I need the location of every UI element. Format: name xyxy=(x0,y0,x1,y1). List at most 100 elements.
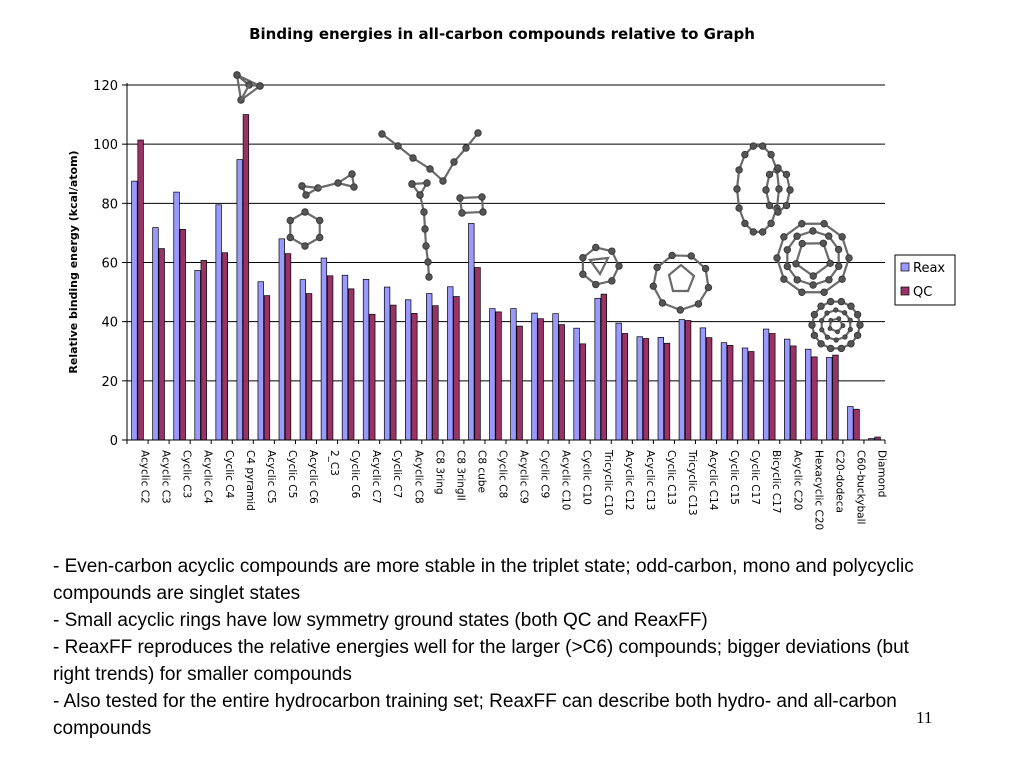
x-category-label: Cyclic C10 xyxy=(581,450,593,505)
y-tick-label: 100 xyxy=(93,138,118,153)
bar-reax-23 xyxy=(615,322,622,441)
bar-qc-5 xyxy=(242,114,250,441)
bar-qc-6 xyxy=(263,295,271,441)
bar-reax-31 xyxy=(783,338,791,441)
bar-reax-11 xyxy=(362,279,370,441)
chart-title: Binding energies in all-carbon compounds… xyxy=(249,25,755,43)
x-category-label: Diamond xyxy=(875,450,887,497)
bar-qc-33 xyxy=(832,354,839,441)
x-category-label: Acyclic C10 xyxy=(560,450,572,510)
y-axis-label: Relative binding energy (kcal/atom) xyxy=(67,150,80,373)
x-category-label: Acyclic C4 xyxy=(202,450,214,504)
bar-qc-16 xyxy=(474,267,481,441)
bar-reax-19 xyxy=(531,312,538,441)
bars xyxy=(131,114,881,441)
y-tick-label: 20 xyxy=(101,375,118,390)
bar-reax-18 xyxy=(510,308,517,441)
bar-qc-22 xyxy=(600,293,607,441)
x-category-label: Hexacyclic C20 xyxy=(812,450,824,530)
x-category-label: C60-buckyball xyxy=(854,450,866,524)
bar-qc-14 xyxy=(432,305,439,441)
bar-qc-23 xyxy=(621,333,629,441)
bar-qc-32 xyxy=(811,356,818,441)
bar-reax-9 xyxy=(320,257,328,441)
x-category-label: Cyclic C4 xyxy=(223,450,235,499)
bar-qc-7 xyxy=(284,253,292,441)
bar-qc-31 xyxy=(790,345,797,441)
bar-qc-3 xyxy=(200,260,207,441)
bar-chart: Binding energies in all-carbon compounds… xyxy=(67,25,956,530)
bar-qc-15 xyxy=(453,296,460,441)
bar-reax-1 xyxy=(152,227,159,441)
x-category-label: C8 3ring xyxy=(433,450,445,495)
bar-qc-24 xyxy=(642,338,650,441)
legend-label: Reax xyxy=(913,261,945,276)
legend: Reax QC xyxy=(894,254,956,306)
bar-reax-0 xyxy=(131,180,138,441)
x-category-label: Cyclic C8 xyxy=(496,450,508,498)
x-category-label: 2_C3 xyxy=(328,450,340,476)
x-category-label: Acyclic C3 xyxy=(160,450,172,504)
legend-label: QC xyxy=(913,285,932,300)
bar-reax-34 xyxy=(847,406,854,441)
bar-reax-5 xyxy=(236,159,243,441)
y-tick-label: 0 xyxy=(110,434,118,449)
x-category-label: Cyclic C7 xyxy=(391,450,403,498)
bar-qc-30 xyxy=(769,333,776,441)
bar-reax-10 xyxy=(341,274,349,441)
bar-qc-19 xyxy=(537,318,544,441)
x-category-label: Acyclic C13 xyxy=(644,450,656,510)
y-tick-label: 60 xyxy=(101,257,118,272)
bar-reax-17 xyxy=(489,308,496,441)
x-category-label: C4 pyramid xyxy=(244,450,256,511)
x-category-label: C8 cube xyxy=(475,450,487,493)
bar-qc-18 xyxy=(516,325,523,441)
bar-qc-13 xyxy=(411,313,418,441)
bar-qc-26 xyxy=(684,320,692,441)
x-category-label: Cyclic C13 xyxy=(665,450,677,505)
note-line: - Small acyclic rings have low symmetry … xyxy=(53,610,708,631)
bar-reax-6 xyxy=(257,281,264,441)
bar-reax-4 xyxy=(215,204,222,441)
chart-container: Binding energies in all-carbon compounds… xyxy=(67,25,956,530)
bar-reax-3 xyxy=(194,270,201,441)
x-category-label: Cyclic C9 xyxy=(539,450,551,498)
x-category-label: Acyclic C20 xyxy=(791,450,803,510)
x-category-label: Acyclic C5 xyxy=(265,450,277,504)
axes xyxy=(126,83,886,444)
x-category-label: C20-dodeca xyxy=(833,450,845,513)
bar-qc-0 xyxy=(137,139,144,441)
bar-reax-16 xyxy=(468,223,475,441)
legend-swatch xyxy=(900,286,910,296)
x-category-label: Acyclic C7 xyxy=(370,450,382,504)
bar-reax-22 xyxy=(594,297,601,441)
bar-reax-33 xyxy=(826,357,833,441)
bar-reax-26 xyxy=(678,319,686,441)
x-category-label: Cyclic C6 xyxy=(349,450,361,499)
x-category-label: Acyclic C14 xyxy=(707,450,719,511)
bar-qc-4 xyxy=(221,252,229,441)
molecule-drawings xyxy=(233,71,864,353)
bar-qc-20 xyxy=(558,324,565,441)
bar-reax-28 xyxy=(720,342,728,441)
bar-qc-10 xyxy=(348,288,355,441)
bar-qc-9 xyxy=(326,275,334,441)
x-category-label: Acyclic C8 xyxy=(412,450,424,504)
x-category-label: Acyclic C9 xyxy=(518,450,530,504)
bar-qc-27 xyxy=(705,337,713,441)
bar-reax-25 xyxy=(657,336,664,441)
y-tick-label: 40 xyxy=(101,316,118,331)
x-category-label: Acyclic C2 xyxy=(139,450,151,504)
bar-reax-15 xyxy=(447,286,454,441)
note-line: - Even-carbon acyclic compounds are more… xyxy=(53,556,914,604)
x-category-label: Tricyclic C10 xyxy=(602,449,614,516)
slide-number: 11 xyxy=(916,708,933,727)
bar-reax-24 xyxy=(636,336,643,441)
x-category-label: Bicyclic C17 xyxy=(770,450,782,514)
x-category-label: Cyclic C3 xyxy=(181,450,193,498)
slide-notes: - Even-carbon acyclic compounds are more… xyxy=(53,553,933,742)
y-tick-labels: 0 20 40 60 80 100 120 xyxy=(93,79,118,449)
bar-reax-20 xyxy=(552,313,559,441)
note-line: - ReaxFF reproduces the relative energie… xyxy=(53,637,909,685)
bar-qc-34 xyxy=(853,408,860,441)
